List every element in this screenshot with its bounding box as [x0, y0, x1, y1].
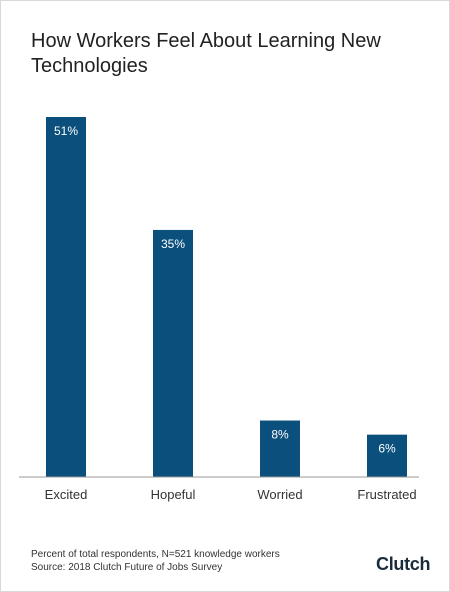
clutch-logo: Clutch — [376, 554, 431, 574]
bar-frustrated — [367, 434, 407, 477]
tick-label-worried: Worried — [257, 487, 302, 502]
tick-label-frustrated: Frustrated — [357, 487, 416, 502]
data-label-worried: 8% — [271, 428, 289, 442]
footnote-sample: Percent of total respondents, N=521 know… — [31, 549, 280, 560]
footnote: Percent of total respondents, N=521 know… — [31, 548, 280, 574]
bar-excited — [46, 117, 86, 477]
data-label-excited: 51% — [54, 124, 78, 138]
footnote-source: Source: 2018 Clutch Future of Jobs Surve… — [31, 562, 223, 573]
chart-title: How Workers Feel About Learning New Tech… — [31, 30, 381, 77]
data-label-hopeful: 35% — [161, 237, 185, 251]
bar-hopeful — [153, 229, 193, 477]
tick-label-excited: Excited — [45, 487, 88, 502]
data-label-frustrated: 6% — [378, 442, 396, 456]
tick-label-hopeful: Hopeful — [151, 487, 196, 502]
labels-group: Excited Hopeful Worried Frustrated — [45, 487, 417, 502]
bars-group: 51% 35% 8% 6% — [46, 117, 407, 477]
bar-worried — [260, 420, 300, 477]
